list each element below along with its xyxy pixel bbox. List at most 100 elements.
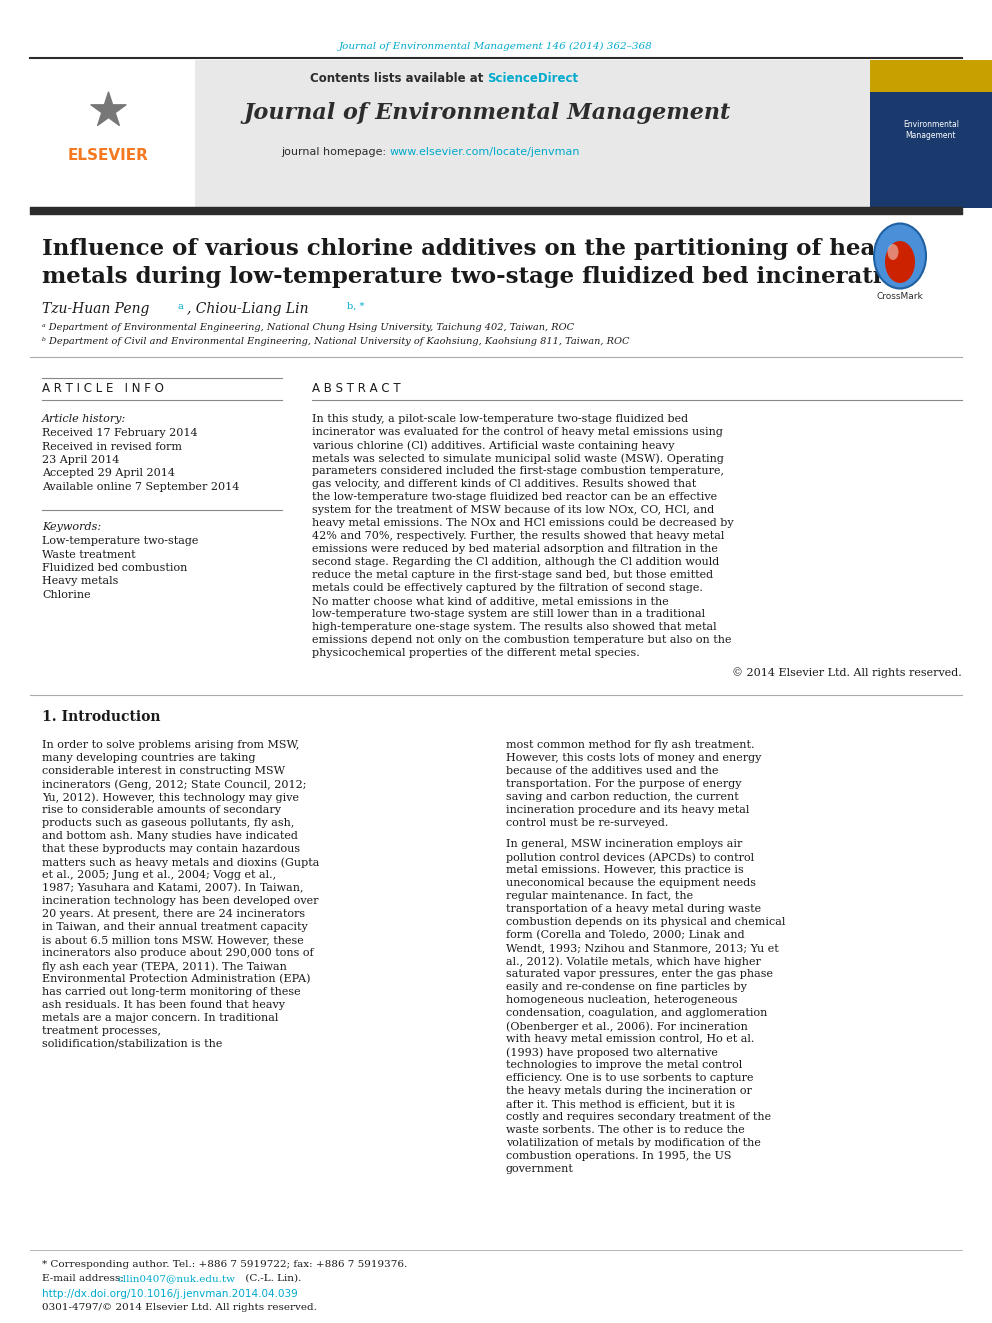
Text: , Chiou-Liang Lin: , Chiou-Liang Lin [187, 302, 312, 316]
Text: technologies to improve the metal control: technologies to improve the metal contro… [506, 1060, 742, 1070]
Text: transportation of a heavy metal during waste: transportation of a heavy metal during w… [506, 904, 761, 914]
Text: journal homepage:: journal homepage: [282, 147, 390, 157]
Text: has carried out long-term monitoring of these: has carried out long-term monitoring of … [42, 987, 301, 998]
Text: * Corresponding author. Tel.: +886 7 5919722; fax: +886 7 5919376.: * Corresponding author. Tel.: +886 7 591… [42, 1259, 408, 1269]
Text: parameters considered included the first-stage combustion temperature,: parameters considered included the first… [312, 466, 724, 476]
Text: A R T I C L E   I N F O: A R T I C L E I N F O [42, 382, 164, 396]
Text: incineration procedure and its heavy metal: incineration procedure and its heavy met… [506, 804, 749, 815]
FancyBboxPatch shape [870, 60, 992, 208]
Text: costly and requires secondary treatment of the: costly and requires secondary treatment … [506, 1113, 771, 1122]
Text: http://dx.doi.org/10.1016/j.jenvman.2014.04.039: http://dx.doi.org/10.1016/j.jenvman.2014… [42, 1289, 298, 1299]
Text: 1. Introduction: 1. Introduction [42, 710, 161, 724]
Text: Contents lists available at: Contents lists available at [310, 73, 487, 86]
FancyBboxPatch shape [30, 60, 890, 208]
Ellipse shape [888, 243, 899, 261]
Text: many developing countries are taking: many developing countries are taking [42, 753, 256, 763]
Text: 23 April 2014: 23 April 2014 [42, 455, 119, 464]
Text: Environmental
Management: Environmental Management [903, 120, 959, 140]
Text: metals was selected to simulate municipal solid waste (MSW). Operating: metals was selected to simulate municipa… [312, 452, 724, 463]
Text: gas velocity, and different kinds of Cl additives. Results showed that: gas velocity, and different kinds of Cl … [312, 479, 696, 490]
Text: emissions depend not only on the combustion temperature but also on the: emissions depend not only on the combust… [312, 635, 731, 646]
Text: Journal of Environmental Management: Journal of Environmental Management [243, 102, 731, 124]
Text: Received 17 February 2014: Received 17 February 2014 [42, 429, 197, 438]
Text: et al., 2005; Jung et al., 2004; Vogg et al.,: et al., 2005; Jung et al., 2004; Vogg et… [42, 871, 276, 880]
Text: easily and re-condense on fine particles by: easily and re-condense on fine particles… [506, 982, 747, 992]
Text: the heavy metals during the incineration or: the heavy metals during the incineration… [506, 1086, 752, 1095]
Text: because of the additives used and the: because of the additives used and the [506, 766, 718, 777]
Text: volatilization of metals by modification of the: volatilization of metals by modification… [506, 1138, 761, 1148]
Text: (C.-L. Lin).: (C.-L. Lin). [242, 1274, 302, 1283]
Text: 20 years. At present, there are 24 incinerators: 20 years. At present, there are 24 incin… [42, 909, 306, 919]
Text: Heavy metals: Heavy metals [42, 577, 118, 586]
Text: ELSEVIER: ELSEVIER [67, 148, 149, 163]
Text: metal emissions. However, this practice is: metal emissions. However, this practice … [506, 865, 744, 875]
Text: condensation, coagulation, and agglomeration: condensation, coagulation, and agglomera… [506, 1008, 768, 1017]
Text: form (Corella and Toledo, 2000; Linak and: form (Corella and Toledo, 2000; Linak an… [506, 930, 745, 941]
Text: Journal of Environmental Management 146 (2014) 362–368: Journal of Environmental Management 146 … [339, 41, 653, 50]
Text: 0301-4797/© 2014 Elsevier Ltd. All rights reserved.: 0301-4797/© 2014 Elsevier Ltd. All right… [42, 1303, 316, 1312]
Text: after it. This method is efficient, but it is: after it. This method is efficient, but … [506, 1099, 735, 1109]
Point [100, 99, 116, 120]
Text: No matter choose what kind of additive, metal emissions in the: No matter choose what kind of additive, … [312, 595, 669, 606]
FancyBboxPatch shape [30, 60, 195, 208]
Text: ᵇ Department of Civil and Environmental Engineering, National University of Kaoh: ᵇ Department of Civil and Environmental … [42, 337, 630, 347]
Text: uneconomical because the equipment needs: uneconomical because the equipment needs [506, 878, 756, 888]
Text: is about 6.5 million tons MSW. However, these: is about 6.5 million tons MSW. However, … [42, 935, 304, 945]
Text: combustion operations. In 1995, the US: combustion operations. In 1995, the US [506, 1151, 731, 1162]
Text: various chlorine (Cl) additives. Artificial waste containing heavy: various chlorine (Cl) additives. Artific… [312, 441, 675, 451]
FancyBboxPatch shape [870, 60, 992, 93]
Text: ScienceDirect: ScienceDirect [487, 73, 578, 86]
Text: 42% and 70%, respectively. Further, the results showed that heavy metal: 42% and 70%, respectively. Further, the … [312, 531, 724, 541]
Text: incineration technology has been developed over: incineration technology has been develop… [42, 896, 318, 906]
Text: control must be re-surveyed.: control must be re-surveyed. [506, 818, 669, 828]
Text: metals could be effectively captured by the filtration of second stage.: metals could be effectively captured by … [312, 583, 703, 593]
Text: metals are a major concern. In traditional: metals are a major concern. In tradition… [42, 1013, 279, 1023]
Text: Influence of various chlorine additives on the partitioning of heavy: Influence of various chlorine additives … [42, 238, 902, 261]
Text: Low-temperature two-stage: Low-temperature two-stage [42, 536, 198, 546]
Text: products such as gaseous pollutants, fly ash,: products such as gaseous pollutants, fly… [42, 818, 295, 828]
Text: In general, MSW incineration employs air: In general, MSW incineration employs air [506, 839, 742, 849]
Text: heavy metal emissions. The NOx and HCl emissions could be decreased by: heavy metal emissions. The NOx and HCl e… [312, 519, 734, 528]
Text: However, this costs lots of money and energy: However, this costs lots of money and en… [506, 753, 762, 763]
Text: b, *: b, * [347, 302, 364, 311]
Text: considerable interest in constructing MSW: considerable interest in constructing MS… [42, 766, 285, 777]
Text: Tzu-Huan Peng: Tzu-Huan Peng [42, 302, 154, 316]
Text: Received in revised form: Received in revised form [42, 442, 182, 451]
Ellipse shape [874, 224, 926, 288]
Text: saturated vapor pressures, enter the gas phase: saturated vapor pressures, enter the gas… [506, 968, 773, 979]
Text: Fluidized bed combustion: Fluidized bed combustion [42, 564, 187, 573]
Text: Article history:: Article history: [42, 414, 126, 423]
Text: al., 2012). Volatile metals, which have higher: al., 2012). Volatile metals, which have … [506, 957, 761, 967]
Text: pollution control devices (APCDs) to control: pollution control devices (APCDs) to con… [506, 852, 754, 863]
Text: treatment processes,: treatment processes, [42, 1027, 161, 1036]
Text: government: government [506, 1164, 574, 1174]
Text: rise to considerable amounts of secondary: rise to considerable amounts of secondar… [42, 804, 281, 815]
Text: physicochemical properties of the different metal species.: physicochemical properties of the differ… [312, 648, 640, 658]
Text: most common method for fly ash treatment.: most common method for fly ash treatment… [506, 740, 755, 750]
Text: Environmental Protection Administration (EPA): Environmental Protection Administration … [42, 974, 310, 984]
Text: metals during low-temperature two-stage fluidized bed incineration: metals during low-temperature two-stage … [42, 266, 914, 288]
Text: high-temperature one-stage system. The results also showed that metal: high-temperature one-stage system. The r… [312, 622, 716, 632]
Text: E-mail address:: E-mail address: [42, 1274, 127, 1283]
Text: in Taiwan, and their annual treatment capacity: in Taiwan, and their annual treatment ca… [42, 922, 308, 931]
Text: second stage. Regarding the Cl addition, although the Cl addition would: second stage. Regarding the Cl addition,… [312, 557, 719, 568]
Text: ᵃ Department of Environmental Engineering, National Chung Hsing University, Taic: ᵃ Department of Environmental Engineerin… [42, 323, 574, 332]
Text: A B S T R A C T: A B S T R A C T [312, 382, 401, 396]
Text: Accepted 29 April 2014: Accepted 29 April 2014 [42, 468, 175, 479]
Text: solidification/stabilization is the: solidification/stabilization is the [42, 1039, 222, 1049]
Text: cllin0407@nuk.edu.tw: cllin0407@nuk.edu.tw [117, 1274, 235, 1283]
Text: emissions were reduced by bed material adsorption and filtration in the: emissions were reduced by bed material a… [312, 544, 718, 554]
Text: incinerator was evaluated for the control of heavy metal emissions using: incinerator was evaluated for the contro… [312, 427, 723, 437]
Text: combustion depends on its physical and chemical: combustion depends on its physical and c… [506, 917, 786, 927]
Text: In order to solve problems arising from MSW,: In order to solve problems arising from … [42, 740, 300, 750]
Text: reduce the metal capture in the first-stage sand bed, but those emitted: reduce the metal capture in the first-st… [312, 570, 713, 579]
Text: homogeneous nucleation, heterogeneous: homogeneous nucleation, heterogeneous [506, 995, 737, 1005]
Text: Yu, 2012). However, this technology may give: Yu, 2012). However, this technology may … [42, 792, 299, 803]
Text: system for the treatment of MSW because of its low NOx, CO, HCl, and: system for the treatment of MSW because … [312, 505, 714, 515]
Text: saving and carbon reduction, the current: saving and carbon reduction, the current [506, 792, 739, 802]
Text: the low-temperature two-stage fluidized bed reactor can be an effective: the low-temperature two-stage fluidized … [312, 492, 717, 501]
Text: a: a [177, 302, 183, 311]
Text: Keywords:: Keywords: [42, 523, 101, 532]
Text: (Obenberger et al., 2006). For incineration: (Obenberger et al., 2006). For incinerat… [506, 1021, 748, 1032]
Text: transportation. For the purpose of energy: transportation. For the purpose of energ… [506, 779, 741, 789]
